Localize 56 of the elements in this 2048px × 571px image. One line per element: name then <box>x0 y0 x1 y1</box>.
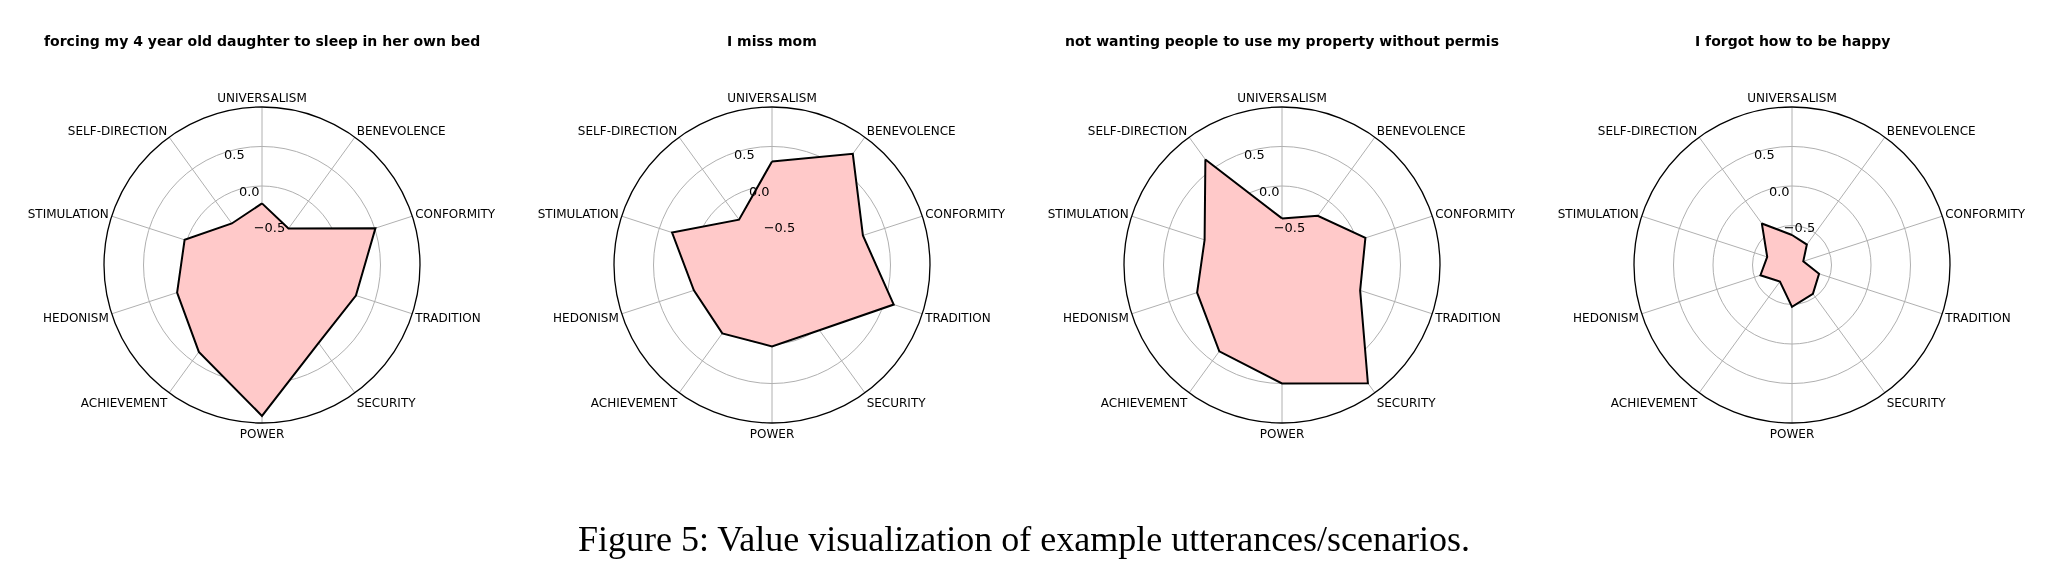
y-tick-label: 0.5 <box>1244 147 1265 163</box>
chart-title: forcing my 4 year old daughter to sleep in her own bed <box>44 33 481 49</box>
spoke-label: ACHIEVEMENT <box>80 396 168 411</box>
spoke-label: POWER <box>239 427 285 442</box>
spoke-label: HEDONISM <box>1063 311 1129 326</box>
spoke-label: UNIVERSALISM <box>727 90 817 105</box>
spoke-label: POWER <box>1769 427 1815 442</box>
chart-title: I forgot how to be happy <box>1695 33 1891 49</box>
chart-title: not wanting people to use my property without permis <box>1065 33 1499 49</box>
spoke-label: POWER <box>749 427 795 442</box>
spoke-label: BENEVOLENCE <box>1376 124 1466 139</box>
spoke-label: TRADITION <box>414 311 481 326</box>
spoke-label: ACHIEVEMENT <box>1610 396 1698 411</box>
y-tick-label: 0.5 <box>734 147 755 163</box>
caption: Figure 5: Value visualization of example utterances/scenarios. <box>578 519 1471 559</box>
spoke-label: SELF-DIRECTION <box>67 124 168 139</box>
spoke-label: UNIVERSALISM <box>1237 90 1327 105</box>
spoke-label: TRADITION <box>924 311 991 326</box>
spoke-label: HEDONISM <box>1573 311 1639 326</box>
spoke-label: SELF-DIRECTION <box>1087 124 1188 139</box>
y-tick-label: 0.5 <box>224 147 245 163</box>
spoke-label: SECURITY <box>1376 396 1437 411</box>
spoke-label: UNIVERSALISM <box>1747 90 1837 105</box>
y-tick-label: 0.0 <box>238 183 260 199</box>
spoke-label: ACHIEVEMENT <box>1100 396 1188 411</box>
spoke-label: STIMULATION <box>27 207 109 222</box>
y-tick-label: −0.5 <box>763 220 796 236</box>
spoke-label: SELF-DIRECTION <box>1597 124 1698 139</box>
spoke-label: SELF-DIRECTION <box>577 124 678 139</box>
y-tick-label: −0.5 <box>1783 220 1816 236</box>
y-tick-label: −0.5 <box>1273 220 1306 236</box>
y-tick-label: −0.5 <box>253 220 286 236</box>
spoke-label: ACHIEVEMENT <box>590 396 678 411</box>
spoke-label: TRADITION <box>1944 311 2011 326</box>
spoke-label: HEDONISM <box>553 311 619 326</box>
spoke-label: TRADITION <box>1434 311 1501 326</box>
spoke-label: POWER <box>1259 427 1305 442</box>
spoke-label: STIMULATION <box>1047 207 1129 222</box>
spoke-label: SECURITY <box>356 396 417 411</box>
y-tick-label: 0.0 <box>1768 183 1790 199</box>
spoke-label: BENEVOLENCE <box>1886 124 1976 139</box>
spoke-label: CONFORMITY <box>1945 207 2026 222</box>
chart-title: I miss mom <box>727 33 817 49</box>
spoke-label: SECURITY <box>866 396 927 411</box>
y-tick-label: 0.0 <box>1258 183 1280 199</box>
spoke-label: HEDONISM <box>43 311 109 326</box>
y-tick-label: 0.5 <box>1754 147 1775 163</box>
spoke-label: STIMULATION <box>537 207 619 222</box>
spoke-label: UNIVERSALISM <box>217 90 307 105</box>
spoke-label: STIMULATION <box>1557 207 1639 222</box>
spoke-label: CONFORMITY <box>415 207 496 222</box>
spoke-label: CONFORMITY <box>1435 207 1516 222</box>
spoke-label: SECURITY <box>1886 396 1947 411</box>
spoke-label: CONFORMITY <box>925 207 1006 222</box>
spoke-label: BENEVOLENCE <box>356 124 446 139</box>
spoke-label: BENEVOLENCE <box>866 124 956 139</box>
